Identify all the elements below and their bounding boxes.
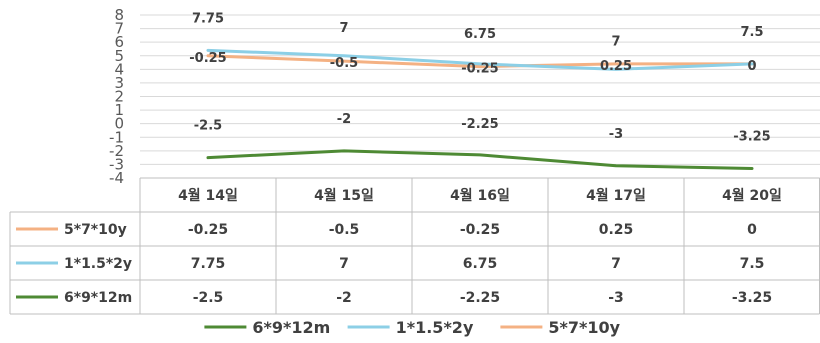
legend-label: 1*1.5*2y — [396, 318, 474, 337]
table-series-name: 6*9*12m — [64, 290, 132, 306]
table-cell: 0 — [747, 222, 757, 238]
table-series-name: 5*7*10y — [64, 222, 127, 238]
y-tick-label: -1 — [109, 128, 124, 146]
table-cell: -3 — [608, 290, 624, 306]
category-label: 4월 17일 — [586, 187, 646, 204]
data-table: 4월 14일 4월 15일 4월 16일 4월 17일 4월 20일 5*7*10y -0.… — [9, 177, 820, 315]
y-tick-label: 5 — [114, 47, 124, 65]
y-tick-label: 2 — [114, 88, 124, 106]
table-cell: -2.5 — [193, 290, 224, 306]
data-label: 7.75 — [192, 11, 224, 26]
data-label: 7 — [339, 21, 348, 36]
table-cell: -2 — [336, 290, 352, 306]
table-series-name: 1*1.5*2y — [64, 256, 132, 272]
table-cell: -0.25 — [460, 222, 500, 238]
table-cell: -0.25 — [188, 222, 228, 238]
gridlines — [140, 14, 820, 179]
category-label: 4월 14일 — [178, 187, 238, 204]
table-cell: 6.75 — [463, 256, 498, 272]
category-label: 4월 20일 — [722, 187, 782, 204]
y-tick-label: -3 — [109, 155, 124, 173]
table-cell: 7.75 — [191, 256, 226, 272]
table-cell: 0.25 — [599, 222, 634, 238]
y-tick-label: -2 — [109, 142, 124, 160]
data-label: 6.75 — [464, 27, 496, 42]
data-label: 0.25 — [600, 59, 632, 74]
table-cell: 7.5 — [740, 256, 765, 272]
y-tick-label: 3 — [114, 74, 124, 92]
series-line-5*7*10y — [206, 54, 754, 69]
data-label: -0.25 — [189, 51, 226, 66]
table-cell: 7 — [339, 256, 349, 272]
data-label: -2.25 — [461, 117, 498, 132]
data-label: 0 — [747, 59, 756, 74]
category-label: 4월 16일 — [450, 187, 510, 204]
series-lines — [206, 48, 754, 170]
data-label: -0.25 — [461, 62, 498, 77]
table-cell: -3.25 — [732, 290, 772, 306]
data-label: -3 — [609, 127, 623, 142]
category-label: 4월 15일 — [314, 187, 374, 204]
data-label: -2 — [337, 112, 351, 127]
series-line-1*1.5*2y — [206, 48, 754, 71]
data-labels: -0.25 -0.5 -0.25 0.25 0 7.75 7 6.75 7 7.5 -2.5 -2 -2… — [189, 11, 770, 144]
legend-label: 5*7*10y — [548, 318, 620, 337]
legend-label: 6*9*12m — [252, 318, 330, 337]
data-label: -0.5 — [330, 56, 358, 71]
y-tick-label: 4 — [114, 60, 124, 78]
data-label: 7 — [611, 34, 620, 49]
y-tick-label: 7 — [114, 20, 124, 38]
y-tick-label: 6 — [114, 33, 124, 51]
table-cell: 7 — [611, 256, 621, 272]
legend: 6*9*12m 1*1.5*2y 5*7*10y — [204, 318, 621, 337]
series-line-6*9*12m — [206, 149, 754, 170]
y-tick-label: 8 — [114, 6, 124, 24]
table-cell: -2.25 — [460, 290, 500, 306]
y-tick-label: -4 — [109, 169, 124, 187]
y-tick-label: 1 — [114, 101, 124, 119]
data-label: -3.25 — [733, 129, 770, 144]
table-cell: -0.5 — [329, 222, 360, 238]
data-label: 7.5 — [740, 25, 763, 40]
data-label: -2.5 — [194, 119, 222, 134]
y-tick-label: 0 — [114, 115, 124, 133]
